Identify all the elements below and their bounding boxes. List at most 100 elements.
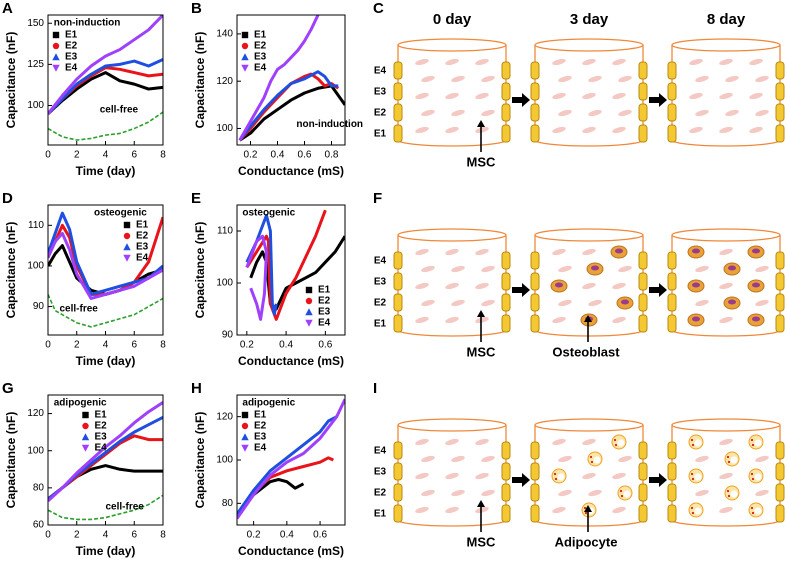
x-tick-label: 0.4 <box>279 340 293 351</box>
annotation: osteogenic <box>94 207 147 218</box>
x-tick-label: 0.2 <box>247 530 261 541</box>
legend-marker <box>52 31 60 39</box>
electrode <box>393 441 403 460</box>
x-axis-label: Conductance (mS) <box>238 164 344 178</box>
electrode <box>638 61 648 80</box>
electrode-label: E4 <box>374 256 387 267</box>
electrode <box>667 314 677 333</box>
legend-marker <box>241 64 249 72</box>
cell <box>445 282 459 290</box>
legend-label: E3 <box>95 432 108 443</box>
cell <box>719 58 733 66</box>
cell <box>421 265 435 273</box>
cell <box>451 109 465 117</box>
arrow-head <box>477 310 485 317</box>
lipid <box>694 439 702 447</box>
cell <box>445 248 459 256</box>
panel-label: I <box>373 380 377 397</box>
cell <box>445 58 459 66</box>
dot <box>750 438 754 442</box>
cell-label: MSC <box>467 154 497 169</box>
cell <box>445 506 459 514</box>
dot <box>751 477 755 481</box>
reference-line <box>48 111 163 141</box>
plot-frame <box>236 14 346 146</box>
cell <box>481 455 495 463</box>
cell <box>558 109 572 117</box>
legend-label: E4 <box>95 443 108 454</box>
cell <box>481 299 495 307</box>
nucleus <box>692 282 700 288</box>
nucleus <box>692 316 700 322</box>
electrode <box>775 103 785 122</box>
y-tick-label: 80 <box>33 482 45 493</box>
cell <box>582 282 596 290</box>
cylinder-top <box>397 418 507 432</box>
x-axis-label: Conductance (mS) <box>238 354 344 368</box>
legend-label: E2 <box>65 41 78 52</box>
lipid <box>694 473 702 481</box>
cell <box>695 109 709 117</box>
cell <box>421 455 435 463</box>
cell <box>588 299 602 307</box>
legend-marker <box>241 42 249 50</box>
cell <box>445 92 459 100</box>
y-tick-label: 110 <box>217 226 233 237</box>
electrode <box>775 272 785 291</box>
nucleus <box>621 299 629 305</box>
y-tick-label: 100 <box>216 278 233 289</box>
legend-marker <box>52 53 60 61</box>
electrode <box>501 82 511 101</box>
electrode <box>775 82 785 101</box>
electrode <box>530 124 540 143</box>
electrode <box>638 441 648 460</box>
cell <box>552 248 566 256</box>
electrode <box>638 103 648 122</box>
electrode <box>667 293 677 312</box>
cell <box>582 438 596 446</box>
dot <box>613 438 617 442</box>
cell <box>618 265 632 273</box>
panel-label: A <box>2 0 13 17</box>
legend-marker <box>305 297 313 305</box>
cell <box>695 299 709 307</box>
cell <box>689 92 703 100</box>
panel-label: D <box>2 190 13 207</box>
dot <box>589 455 593 459</box>
electrode <box>501 293 511 312</box>
electrode <box>393 314 403 333</box>
electrode <box>501 483 511 502</box>
cell <box>415 58 429 66</box>
dot <box>750 506 754 510</box>
legend-marker <box>241 422 249 430</box>
cell <box>481 489 495 497</box>
cell <box>755 265 769 273</box>
cylinder-top <box>671 418 781 432</box>
y-tick-label: 80 <box>222 498 234 509</box>
cell <box>421 299 435 307</box>
y-axis-label: Capacitance (nF) <box>4 412 18 509</box>
dot <box>751 511 755 515</box>
cell <box>415 316 429 324</box>
cell <box>475 126 489 134</box>
legend-label: E2 <box>318 296 331 307</box>
annotation: adipogenic <box>54 397 107 408</box>
x-tick-label: 0.4 <box>280 530 294 541</box>
series-line <box>48 464 163 501</box>
electrode <box>638 124 648 143</box>
legend-label: E1 <box>95 410 108 421</box>
electrode-label: E1 <box>374 509 387 520</box>
dot <box>690 438 694 442</box>
electrode <box>775 61 785 80</box>
y-tick-label: 120 <box>27 408 44 419</box>
cell <box>475 58 489 66</box>
cell <box>695 265 709 273</box>
cell <box>582 92 596 100</box>
cell-label: MSC <box>467 344 497 359</box>
cell <box>481 265 495 273</box>
electrode <box>667 441 677 460</box>
dot <box>726 455 730 459</box>
legend-label: E2 <box>254 421 267 432</box>
electrode <box>393 251 403 270</box>
step-arrow <box>512 473 530 487</box>
